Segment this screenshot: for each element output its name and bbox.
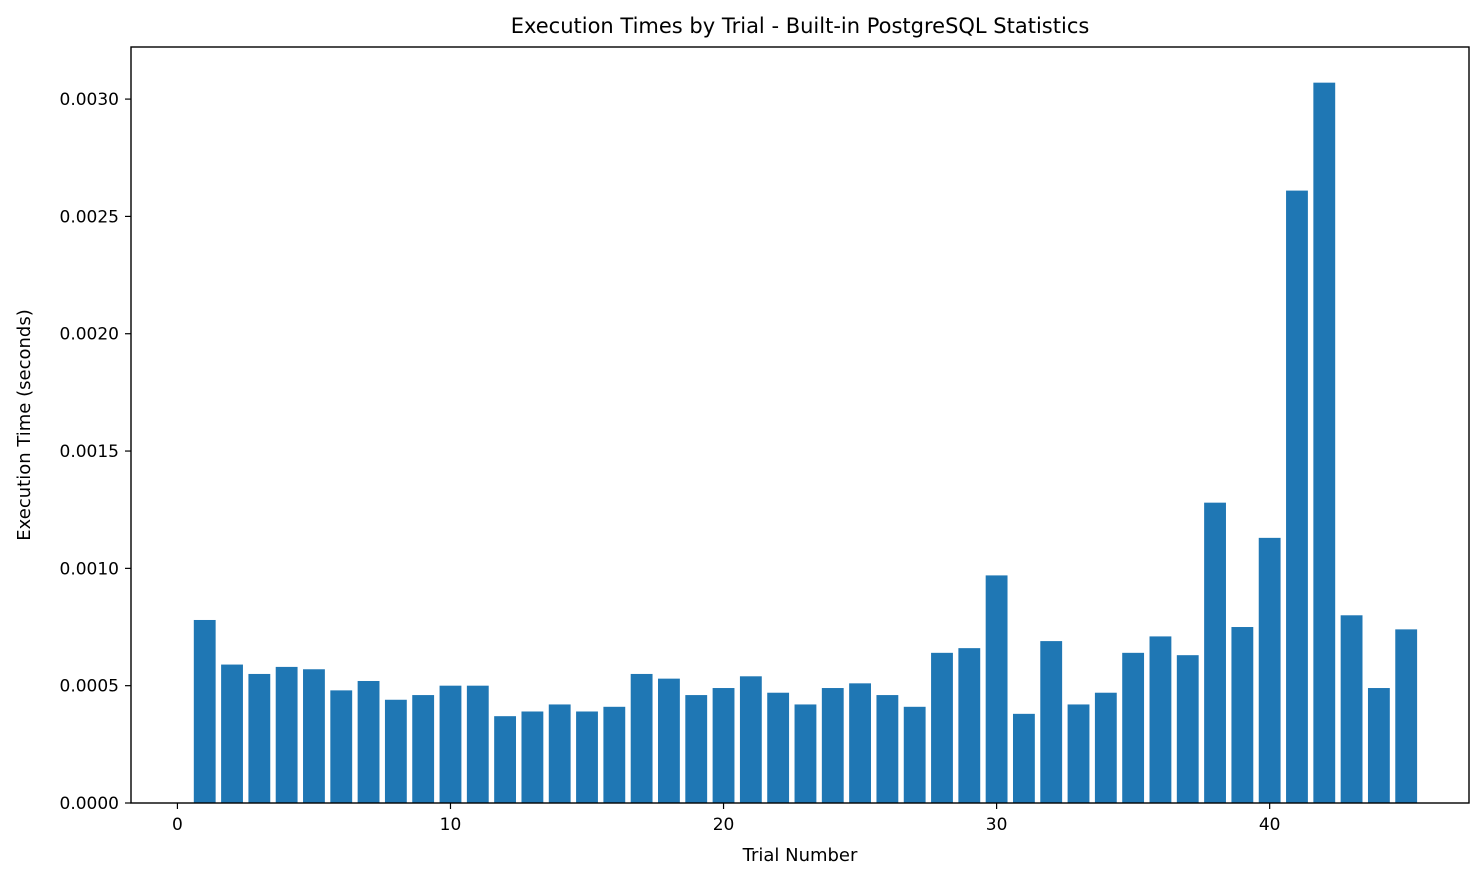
bar-trial-42 bbox=[1313, 82, 1336, 803]
bar-trial-16 bbox=[603, 706, 626, 803]
x-tick-label: 40 bbox=[1259, 815, 1281, 835]
bar-trial-10 bbox=[439, 685, 462, 803]
y-tick-label: 0.0015 bbox=[60, 442, 119, 462]
x-tick-label: 20 bbox=[713, 815, 735, 835]
x-axis-ticks: 0 10 20 30 40 bbox=[172, 803, 1280, 835]
bar-trial-22 bbox=[767, 692, 790, 803]
bar-trial-11 bbox=[466, 685, 489, 803]
bar-trial-19 bbox=[685, 695, 708, 803]
bar-trial-33 bbox=[1067, 704, 1090, 803]
bar-trial-40 bbox=[1258, 537, 1281, 803]
bar-trial-15 bbox=[576, 711, 598, 803]
bar-trial-29 bbox=[958, 648, 981, 803]
bar-trial-37 bbox=[1176, 655, 1199, 803]
bar-trial-38 bbox=[1204, 502, 1226, 803]
bar-trial-6 bbox=[330, 690, 353, 803]
bar-trial-41 bbox=[1286, 190, 1308, 804]
bars-group bbox=[193, 82, 1418, 804]
bar-trial-31 bbox=[1012, 713, 1035, 803]
y-tick-label: 0.0000 bbox=[60, 794, 119, 814]
bar-trial-34 bbox=[1094, 692, 1117, 803]
y-tick-label: 0.0030 bbox=[60, 90, 119, 110]
bar-trial-1 bbox=[193, 619, 216, 803]
bar-trial-21 bbox=[739, 676, 762, 803]
y-axis-label: Execution Time (seconds) bbox=[14, 309, 35, 540]
bar-trial-8 bbox=[384, 699, 407, 803]
bar-trial-7 bbox=[357, 680, 380, 803]
x-tick-label: 0 bbox=[172, 815, 183, 835]
bar-trial-13 bbox=[521, 711, 544, 803]
bar-trial-39 bbox=[1231, 627, 1254, 803]
bar-trial-27 bbox=[903, 706, 926, 803]
y-tick-label: 0.0010 bbox=[60, 559, 119, 579]
bar-trial-3 bbox=[248, 673, 271, 803]
bar-trial-35 bbox=[1122, 652, 1145, 803]
bar-trial-12 bbox=[494, 716, 517, 803]
y-tick-label: 0.0025 bbox=[60, 207, 119, 227]
bar-trial-36 bbox=[1149, 636, 1172, 803]
bar-trial-2 bbox=[221, 664, 243, 803]
y-tick-label: 0.0020 bbox=[60, 325, 119, 345]
bar-trial-43 bbox=[1340, 615, 1363, 803]
x-tick-label: 10 bbox=[440, 815, 462, 835]
bar-trial-44 bbox=[1367, 688, 1390, 803]
chart-title: Execution Times by Trial - Built-in Post… bbox=[511, 14, 1090, 38]
bar-trial-25 bbox=[849, 683, 871, 803]
x-tick-label: 30 bbox=[986, 815, 1008, 835]
bar-trial-17 bbox=[630, 673, 653, 803]
bar-trial-9 bbox=[412, 695, 435, 803]
bar-trial-24 bbox=[821, 688, 844, 803]
bar-trial-26 bbox=[876, 695, 899, 803]
bar-trial-4 bbox=[275, 666, 298, 803]
y-axis-ticks: 0.0000 0.0005 0.0010 0.0015 0.0020 0.0025 0.00… bbox=[60, 90, 131, 814]
bar-trial-28 bbox=[931, 652, 953, 803]
bar-trial-20 bbox=[712, 688, 735, 803]
bar-trial-18 bbox=[658, 678, 680, 803]
y-tick-label: 0.0005 bbox=[60, 677, 119, 697]
bar-trial-14 bbox=[548, 704, 571, 803]
bar-trial-45 bbox=[1395, 629, 1418, 803]
plot-frame bbox=[130, 46, 1470, 804]
bar-trial-32 bbox=[1040, 641, 1063, 803]
bar-trial-30 bbox=[985, 575, 1008, 803]
x-axis-label: Trial Number bbox=[742, 845, 858, 866]
bar-trial-5 bbox=[303, 669, 325, 803]
bar-trial-23 bbox=[794, 704, 817, 803]
